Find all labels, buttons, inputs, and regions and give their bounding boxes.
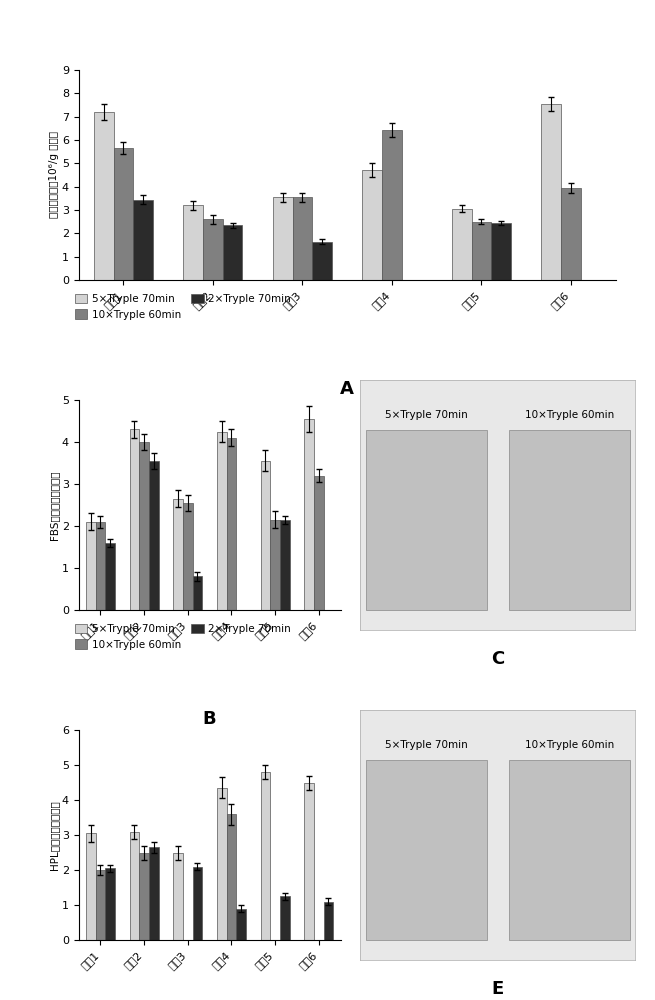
Bar xyxy=(293,197,312,280)
Bar xyxy=(542,104,561,280)
Bar xyxy=(561,188,581,280)
Text: 5×Tryple 70min: 5×Tryple 70min xyxy=(385,410,468,420)
Text: 10×Tryple 60min: 10×Tryple 60min xyxy=(525,740,614,750)
Bar xyxy=(509,430,630,610)
Y-axis label: 细胞分离量（10⁶/g 羊膜）: 细胞分离量（10⁶/g 羊膜） xyxy=(49,131,59,219)
Y-axis label: HPL培养基中增殖倍数: HPL培养基中增殖倍数 xyxy=(49,800,59,870)
Bar xyxy=(105,543,115,610)
Bar xyxy=(96,870,105,940)
Bar xyxy=(203,219,223,280)
Bar xyxy=(273,197,293,280)
Bar xyxy=(193,576,202,610)
Text: E: E xyxy=(492,980,504,998)
Bar xyxy=(183,205,203,280)
Legend: 5×Tryple 70min, 10×Tryple 60min, 2×Tryple 70min: 5×Tryple 70min, 10×Tryple 60min, 2×Trypl… xyxy=(71,290,295,324)
Y-axis label: FBS培养基中增殖倍数: FBS培养基中增殖倍数 xyxy=(49,470,59,540)
Bar xyxy=(86,522,96,610)
Legend: 5×Tryple 70min, 10×Tryple 60min, 2×Tryple 70min: 5×Tryple 70min, 10×Tryple 60min, 2×Trypl… xyxy=(71,620,295,654)
Bar xyxy=(227,814,236,940)
Bar xyxy=(280,896,290,940)
Bar xyxy=(140,442,149,610)
Bar xyxy=(149,461,159,610)
Bar xyxy=(305,782,314,940)
Bar xyxy=(365,760,487,940)
Text: A: A xyxy=(340,380,354,398)
Bar xyxy=(362,170,382,280)
Bar xyxy=(105,868,115,940)
Bar xyxy=(193,866,202,940)
Bar xyxy=(130,832,140,940)
Text: 5×Tryple 70min: 5×Tryple 70min xyxy=(385,740,468,750)
Bar xyxy=(217,788,227,940)
Bar xyxy=(113,148,133,280)
Bar xyxy=(261,772,271,940)
Bar xyxy=(133,200,153,280)
Bar xyxy=(174,499,183,610)
Bar xyxy=(96,522,105,610)
Bar xyxy=(130,429,140,610)
Bar xyxy=(312,241,332,280)
Bar xyxy=(365,430,487,610)
Bar xyxy=(261,461,271,610)
Bar xyxy=(149,847,159,940)
Text: 10×Tryple 60min: 10×Tryple 60min xyxy=(525,410,614,420)
Bar xyxy=(271,520,280,610)
Bar xyxy=(509,760,630,940)
Bar xyxy=(217,432,227,610)
Text: C: C xyxy=(491,650,504,668)
Bar xyxy=(305,419,314,610)
Bar xyxy=(174,852,183,940)
Bar xyxy=(314,476,324,610)
Bar xyxy=(236,908,246,940)
Bar xyxy=(491,223,511,280)
Bar xyxy=(324,902,333,940)
Bar xyxy=(382,130,402,280)
Text: B: B xyxy=(203,710,216,728)
Bar xyxy=(183,503,193,610)
Bar xyxy=(140,852,149,940)
Bar xyxy=(452,209,472,280)
Bar xyxy=(86,833,96,940)
Bar xyxy=(94,112,113,280)
Bar xyxy=(280,520,290,610)
Bar xyxy=(472,222,491,280)
Bar xyxy=(223,225,242,280)
Bar xyxy=(227,438,236,610)
